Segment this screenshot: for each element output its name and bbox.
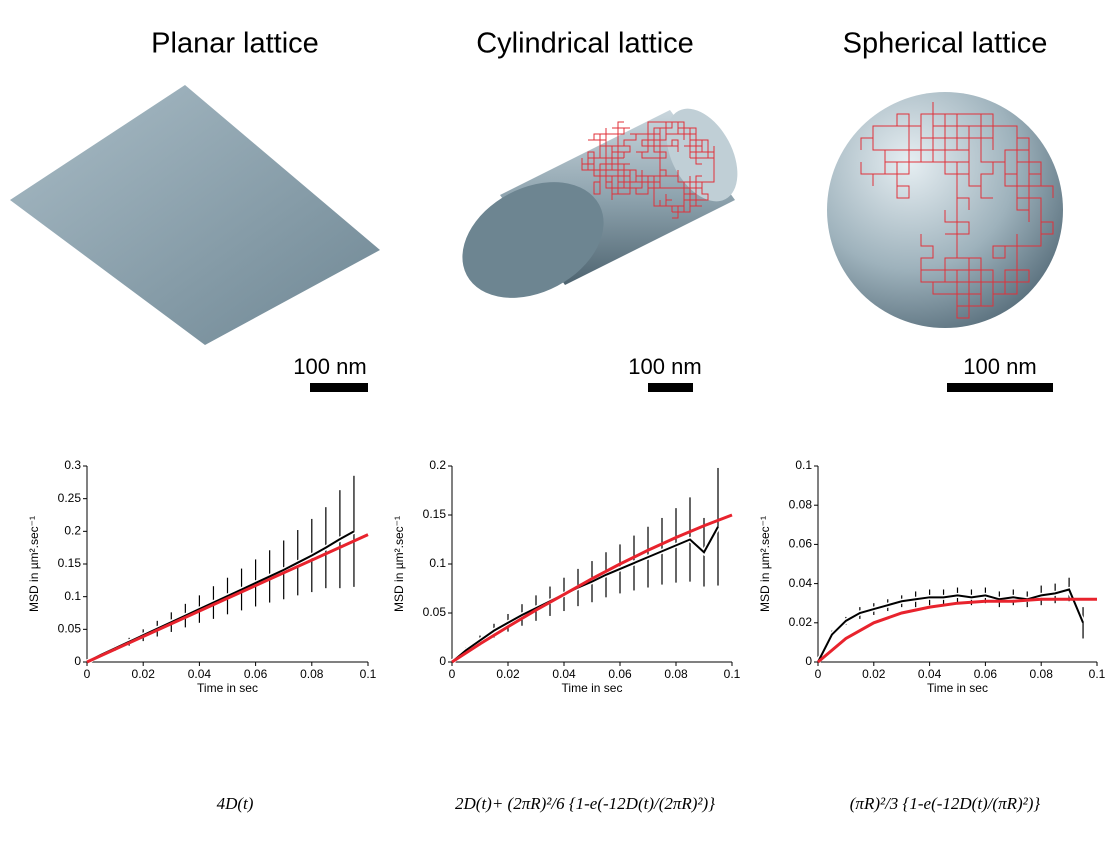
y-tick-label: 0.1 — [64, 589, 81, 603]
fit-line — [87, 535, 368, 662]
x-tick-label: 0.06 — [974, 667, 998, 681]
x-tick-label: 0 — [449, 667, 456, 681]
y-tick-label: 0.3 — [64, 458, 81, 472]
scale-label: 100 nm — [963, 354, 1036, 379]
y-tick-label: 0 — [74, 654, 81, 668]
cylinder — [442, 97, 752, 321]
x-tick-label: 0.06 — [244, 667, 268, 681]
figure: Planar lattice 100 nm 4D(t) 0 0.05 0.1 0.15 0.2… — [0, 0, 1109, 864]
y-tick-label: 0.1 — [429, 556, 446, 570]
x-tick-label: 0 — [815, 667, 822, 681]
scale-bar — [947, 383, 1053, 392]
x-tick-label: 0.02 — [862, 667, 886, 681]
planar-surface — [10, 85, 380, 345]
x-tick-label: 0.08 — [300, 667, 324, 681]
panel-title: Planar lattice — [151, 28, 319, 60]
y-tick-label: 0.1 — [795, 458, 812, 472]
y-tick-label: 0.25 — [58, 491, 82, 505]
y-tick-label: 0.05 — [423, 605, 447, 619]
formula: 4D(t) — [217, 794, 254, 813]
y-tick-label: 0.2 — [429, 458, 446, 472]
scale-label: 100 nm — [293, 354, 366, 379]
x-tick-label: 0.04 — [918, 667, 942, 681]
y-tick-label: 0 — [805, 654, 812, 668]
scale-bar — [648, 383, 693, 392]
x-tick-label: 0.08 — [1030, 667, 1054, 681]
x-tick-label: 0.08 — [664, 667, 688, 681]
x-tick-label: 0.04 — [188, 667, 212, 681]
y-tick-label: 0.2 — [64, 524, 81, 538]
scale-bar — [310, 383, 368, 392]
y-tick-label: 0 — [439, 654, 446, 668]
y-tick-label: 0.02 — [789, 615, 813, 629]
y-tick-label: 0.06 — [789, 537, 813, 551]
y-tick-label: 0.15 — [58, 556, 82, 570]
figure-canvas: Planar lattice 100 nm 4D(t) 0 0.05 0.1 0.15 0.2… — [0, 0, 1109, 864]
x-tick-label: 0.02 — [132, 667, 156, 681]
y-tick-label: 0.04 — [789, 576, 813, 590]
formula: (πR)²/3 {1-e(-12D(t)/(πR)²)} — [850, 794, 1041, 813]
y-tick-label: 0.05 — [58, 622, 82, 636]
x-axis-label: Time in sec — [927, 681, 988, 695]
x-axis-label: Time in sec — [197, 681, 258, 695]
y-axis-label: MSD in µm².sec⁻¹ — [758, 516, 772, 612]
x-axis-label: Time in sec — [562, 681, 623, 695]
y-tick-label: 0.08 — [789, 497, 813, 511]
y-axis-label: MSD in µm².sec⁻¹ — [27, 516, 41, 612]
x-tick-label: 0.1 — [1089, 667, 1106, 681]
x-tick-label: 0.02 — [496, 667, 520, 681]
mean-halo — [452, 527, 718, 662]
x-tick-label: 0 — [84, 667, 91, 681]
y-axis-label: MSD in µm².sec⁻¹ — [392, 516, 406, 612]
x-tick-label: 0.04 — [552, 667, 576, 681]
panel-title: Cylindrical lattice — [476, 28, 694, 60]
x-tick-label: 0.1 — [724, 667, 741, 681]
y-tick-label: 0.15 — [423, 507, 447, 521]
x-tick-label: 0.06 — [608, 667, 632, 681]
panel-title: Spherical lattice — [843, 28, 1048, 60]
scale-label: 100 nm — [628, 354, 701, 379]
x-tick-label: 0.1 — [360, 667, 377, 681]
formula: 2D(t)+ (2πR)²/6 {1-e(-12D(t)/(2πR)²)} — [455, 794, 715, 813]
